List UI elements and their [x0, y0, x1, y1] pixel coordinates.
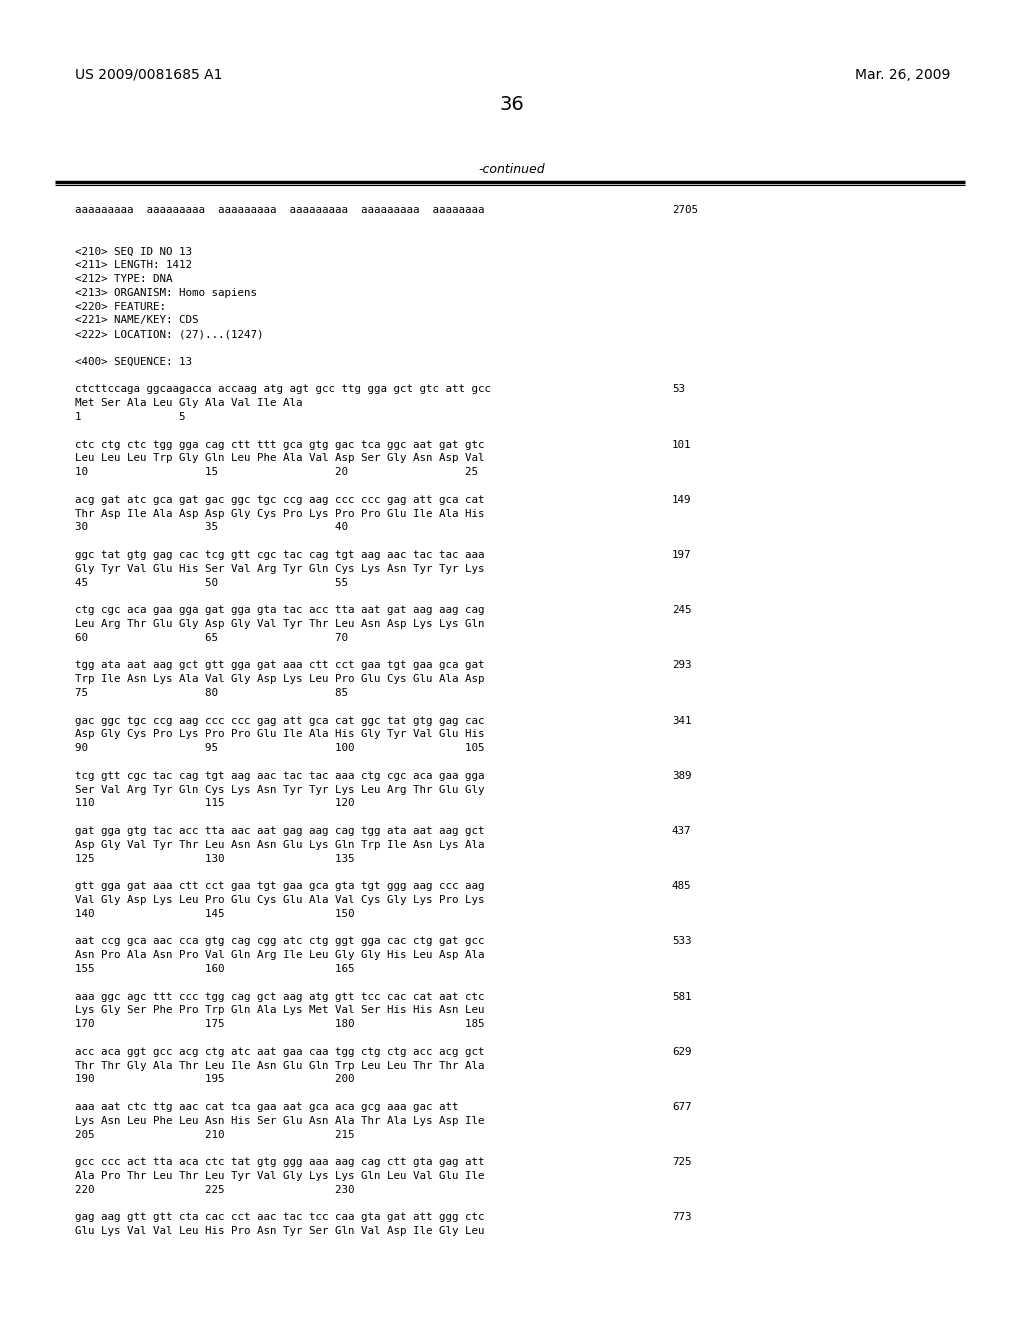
Text: tcg gtt cgc tac cag tgt aag aac tac tac aaa ctg cgc aca gaa gga: tcg gtt cgc tac cag tgt aag aac tac tac …: [75, 771, 484, 781]
Text: Trp Ile Asn Lys Ala Val Gly Asp Lys Leu Pro Glu Cys Glu Ala Asp: Trp Ile Asn Lys Ala Val Gly Asp Lys Leu …: [75, 675, 484, 684]
Text: ctc ctg ctc tgg gga cag ctt ttt gca gtg gac tca ggc aat gat gtc: ctc ctg ctc tgg gga cag ctt ttt gca gtg …: [75, 440, 484, 450]
Text: 341: 341: [672, 715, 691, 726]
Text: aaa aat ctc ttg aac cat tca gaa aat gca aca gcg aaa gac att: aaa aat ctc ttg aac cat tca gaa aat gca …: [75, 1102, 459, 1111]
Text: 485: 485: [672, 882, 691, 891]
Text: Ser Val Arg Tyr Gln Cys Lys Asn Tyr Tyr Lys Leu Arg Thr Glu Gly: Ser Val Arg Tyr Gln Cys Lys Asn Tyr Tyr …: [75, 784, 484, 795]
Text: 245: 245: [672, 605, 691, 615]
Text: Met Ser Ala Leu Gly Ala Val Ile Ala: Met Ser Ala Leu Gly Ala Val Ile Ala: [75, 399, 302, 408]
Text: 389: 389: [672, 771, 691, 781]
Text: 293: 293: [672, 660, 691, 671]
Text: Asp Gly Val Tyr Thr Leu Asn Asn Glu Lys Gln Trp Ile Asn Lys Ala: Asp Gly Val Tyr Thr Leu Asn Asn Glu Lys …: [75, 840, 484, 850]
Text: 629: 629: [672, 1047, 691, 1057]
Text: 45                  50                  55: 45 50 55: [75, 578, 348, 587]
Text: <222> LOCATION: (27)...(1247): <222> LOCATION: (27)...(1247): [75, 329, 263, 339]
Text: 581: 581: [672, 991, 691, 1002]
Text: tgg ata aat aag gct gtt gga gat aaa ctt cct gaa tgt gaa gca gat: tgg ata aat aag gct gtt gga gat aaa ctt …: [75, 660, 484, 671]
Text: <221> NAME/KEY: CDS: <221> NAME/KEY: CDS: [75, 315, 199, 326]
Text: 10                  15                  20                  25: 10 15 20 25: [75, 467, 478, 478]
Text: Thr Thr Gly Ala Thr Leu Ile Asn Glu Gln Trp Leu Leu Thr Thr Ala: Thr Thr Gly Ala Thr Leu Ile Asn Glu Gln …: [75, 1060, 484, 1071]
Text: Glu Lys Val Val Leu His Pro Asn Tyr Ser Gln Val Asp Ile Gly Leu: Glu Lys Val Val Leu His Pro Asn Tyr Ser …: [75, 1226, 484, 1237]
Text: <212> TYPE: DNA: <212> TYPE: DNA: [75, 275, 172, 284]
Text: ctg cgc aca gaa gga gat gga gta tac acc tta aat gat aag aag cag: ctg cgc aca gaa gga gat gga gta tac acc …: [75, 605, 484, 615]
Text: gtt gga gat aaa ctt cct gaa tgt gaa gca gta tgt ggg aag ccc aag: gtt gga gat aaa ctt cct gaa tgt gaa gca …: [75, 882, 484, 891]
Text: <211> LENGTH: 1412: <211> LENGTH: 1412: [75, 260, 193, 271]
Text: <213> ORGANISM: Homo sapiens: <213> ORGANISM: Homo sapiens: [75, 288, 257, 298]
Text: 140                 145                 150: 140 145 150: [75, 908, 354, 919]
Text: 725: 725: [672, 1158, 691, 1167]
Text: -continued: -continued: [478, 162, 546, 176]
Text: 190                 195                 200: 190 195 200: [75, 1074, 354, 1085]
Text: 101: 101: [672, 440, 691, 450]
Text: Lys Gly Ser Phe Pro Trp Gln Ala Lys Met Val Ser His His Asn Leu: Lys Gly Ser Phe Pro Trp Gln Ala Lys Met …: [75, 1006, 484, 1015]
Text: Ala Pro Thr Leu Thr Leu Tyr Val Gly Lys Lys Gln Leu Val Glu Ile: Ala Pro Thr Leu Thr Leu Tyr Val Gly Lys …: [75, 1171, 484, 1181]
Text: 197: 197: [672, 550, 691, 560]
Text: <210> SEQ ID NO 13: <210> SEQ ID NO 13: [75, 247, 193, 256]
Text: <400> SEQUENCE: 13: <400> SEQUENCE: 13: [75, 356, 193, 367]
Text: 110                 115                 120: 110 115 120: [75, 799, 354, 808]
Text: 30                  35                  40: 30 35 40: [75, 523, 348, 532]
Text: Mar. 26, 2009: Mar. 26, 2009: [855, 69, 950, 82]
Text: Leu Arg Thr Glu Gly Asp Gly Val Tyr Thr Leu Asn Asp Lys Lys Gln: Leu Arg Thr Glu Gly Asp Gly Val Tyr Thr …: [75, 619, 484, 630]
Text: 90                  95                  100                 105: 90 95 100 105: [75, 743, 484, 754]
Text: 437: 437: [672, 826, 691, 836]
Text: aaa ggc agc ttt ccc tgg cag gct aag atg gtt tcc cac cat aat ctc: aaa ggc agc ttt ccc tgg cag gct aag atg …: [75, 991, 484, 1002]
Text: 205                 210                 215: 205 210 215: [75, 1130, 354, 1139]
Text: 677: 677: [672, 1102, 691, 1111]
Text: 125                 130                 135: 125 130 135: [75, 854, 354, 863]
Text: 773: 773: [672, 1212, 691, 1222]
Text: Asn Pro Ala Asn Pro Val Gln Arg Ile Leu Gly Gly His Leu Asp Ala: Asn Pro Ala Asn Pro Val Gln Arg Ile Leu …: [75, 950, 484, 960]
Text: 53: 53: [672, 384, 685, 395]
Text: 75                  80                  85: 75 80 85: [75, 688, 348, 698]
Text: 220                 225                 230: 220 225 230: [75, 1185, 354, 1195]
Text: gcc ccc act tta aca ctc tat gtg ggg aaa aag cag ctt gta gag att: gcc ccc act tta aca ctc tat gtg ggg aaa …: [75, 1158, 484, 1167]
Text: 2705: 2705: [672, 205, 698, 215]
Text: Val Gly Asp Lys Leu Pro Glu Cys Glu Ala Val Cys Gly Lys Pro Lys: Val Gly Asp Lys Leu Pro Glu Cys Glu Ala …: [75, 895, 484, 906]
Text: <220> FEATURE:: <220> FEATURE:: [75, 301, 166, 312]
Text: ctcttccaga ggcaagacca accaag atg agt gcc ttg gga gct gtc att gcc: ctcttccaga ggcaagacca accaag atg agt gcc…: [75, 384, 490, 395]
Text: 60                  65                  70: 60 65 70: [75, 632, 348, 643]
Text: gac ggc tgc ccg aag ccc ccc gag att gca cat ggc tat gtg gag cac: gac ggc tgc ccg aag ccc ccc gag att gca …: [75, 715, 484, 726]
Text: gat gga gtg tac acc tta aac aat gag aag cag tgg ata aat aag gct: gat gga gtg tac acc tta aac aat gag aag …: [75, 826, 484, 836]
Text: 533: 533: [672, 936, 691, 946]
Text: 36: 36: [500, 95, 524, 114]
Text: 1               5: 1 5: [75, 412, 185, 422]
Text: aat ccg gca aac cca gtg cag cgg atc ctg ggt gga cac ctg gat gcc: aat ccg gca aac cca gtg cag cgg atc ctg …: [75, 936, 484, 946]
Text: Thr Asp Ile Ala Asp Asp Gly Cys Pro Lys Pro Pro Glu Ile Ala His: Thr Asp Ile Ala Asp Asp Gly Cys Pro Lys …: [75, 508, 484, 519]
Text: Lys Asn Leu Phe Leu Asn His Ser Glu Asn Ala Thr Ala Lys Asp Ile: Lys Asn Leu Phe Leu Asn His Ser Glu Asn …: [75, 1115, 484, 1126]
Text: acg gat atc gca gat gac ggc tgc ccg aag ccc ccc gag att gca cat: acg gat atc gca gat gac ggc tgc ccg aag …: [75, 495, 484, 504]
Text: ggc tat gtg gag cac tcg gtt cgc tac cag tgt aag aac tac tac aaa: ggc tat gtg gag cac tcg gtt cgc tac cag …: [75, 550, 484, 560]
Text: aaaaaaaaa  aaaaaaaaa  aaaaaaaaa  aaaaaaaaa  aaaaaaaaa  aaaaaaaa: aaaaaaaaa aaaaaaaaa aaaaaaaaa aaaaaaaaa …: [75, 205, 484, 215]
Text: 170                 175                 180                 185: 170 175 180 185: [75, 1019, 484, 1030]
Text: US 2009/0081685 A1: US 2009/0081685 A1: [75, 69, 222, 82]
Text: Asp Gly Cys Pro Lys Pro Pro Glu Ile Ala His Gly Tyr Val Glu His: Asp Gly Cys Pro Lys Pro Pro Glu Ile Ala …: [75, 730, 484, 739]
Text: Gly Tyr Val Glu His Ser Val Arg Tyr Gln Cys Lys Asn Tyr Tyr Lys: Gly Tyr Val Glu His Ser Val Arg Tyr Gln …: [75, 564, 484, 574]
Text: Leu Leu Leu Trp Gly Gln Leu Phe Ala Val Asp Ser Gly Asn Asp Val: Leu Leu Leu Trp Gly Gln Leu Phe Ala Val …: [75, 453, 484, 463]
Text: acc aca ggt gcc acg ctg atc aat gaa caa tgg ctg ctg acc acg gct: acc aca ggt gcc acg ctg atc aat gaa caa …: [75, 1047, 484, 1057]
Text: 155                 160                 165: 155 160 165: [75, 964, 354, 974]
Text: gag aag gtt gtt cta cac cct aac tac tcc caa gta gat att ggg ctc: gag aag gtt gtt cta cac cct aac tac tcc …: [75, 1212, 484, 1222]
Text: 149: 149: [672, 495, 691, 504]
